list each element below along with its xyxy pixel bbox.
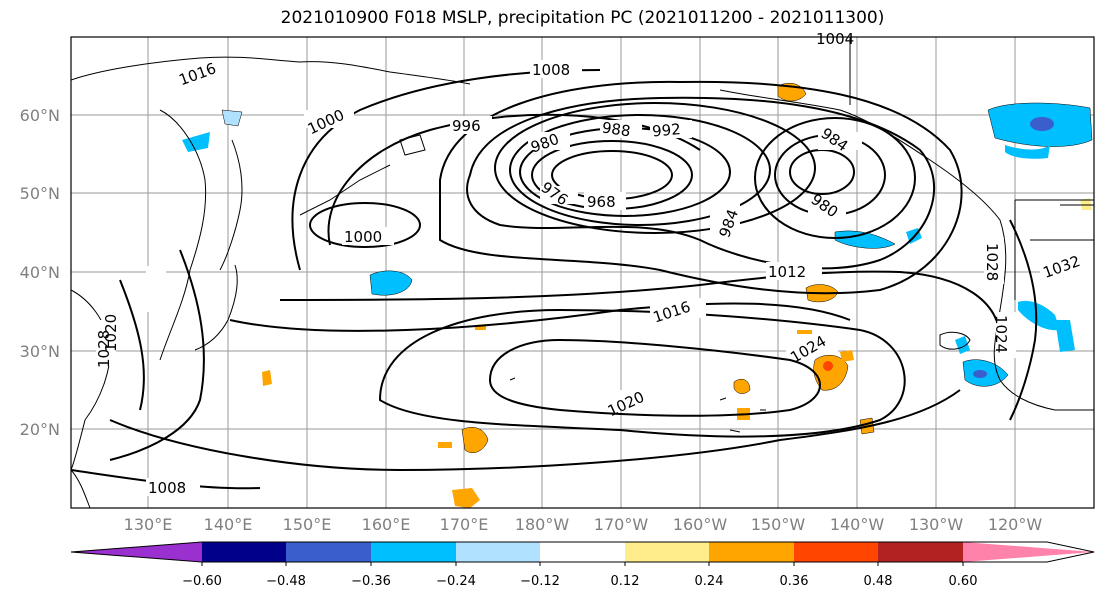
lon-label: 170°E: [440, 515, 489, 534]
colorbar-tick-label: −0.60: [182, 574, 222, 589]
lat-label: 20°N: [20, 420, 60, 439]
contour-label: 1004: [816, 30, 854, 48]
contour-label: 1012: [768, 263, 806, 281]
colorbar-tick-label: −0.36: [351, 574, 391, 589]
contour-label: 1020: [102, 314, 120, 352]
contour-label: 996: [452, 117, 481, 135]
contour-label: 1008: [532, 61, 570, 79]
colorbar-swatch: [878, 542, 963, 562]
contour-label: 1024: [992, 315, 1010, 353]
colorbar-swatch: [794, 542, 878, 562]
lon-label: 140°W: [830, 515, 885, 534]
longitude-labels: 130°E 140°E 150°E 160°E 170°E 180°W 170°…: [124, 515, 1043, 534]
map-frame: [70, 36, 1095, 509]
colorbar-tick-label: 0.60: [949, 574, 978, 589]
contour-label: 1008: [148, 479, 186, 497]
colorbar-tick-label: −0.24: [436, 574, 476, 589]
colorbar-tick-label: 0.24: [695, 574, 724, 589]
colorbar-swatch: [456, 542, 540, 562]
precip-shading: [182, 83, 1093, 508]
lon-label: 130°E: [124, 515, 173, 534]
colorbar-ticks: −0.60 −0.48 −0.36 −0.24 −0.12 0.12 0.24 …: [182, 574, 977, 589]
contour-label: 988: [601, 119, 632, 141]
colorbar-tick-label: −0.12: [520, 574, 560, 589]
contour-label: 1028: [983, 243, 1001, 281]
colorbar-swatch: [963, 542, 1094, 562]
colorbar-swatch: [71, 542, 202, 562]
colorbar: [70, 541, 1095, 566]
lat-label: 60°N: [20, 106, 60, 125]
colorbar-swatch: [625, 542, 709, 562]
contour-label: 992: [651, 120, 681, 140]
lon-label: 170°W: [594, 515, 649, 534]
lon-label: 160°E: [362, 515, 411, 534]
colorbar-swatch: [371, 542, 456, 562]
colorbar-swatch: [202, 542, 286, 562]
lat-label: 40°N: [20, 263, 60, 282]
lon-label: 130°W: [909, 515, 964, 534]
lon-label: 160°W: [673, 515, 728, 534]
colorbar-tick-label: 0.36: [780, 574, 809, 589]
latitude-labels: 60°N 50°N 40°N 30°N 20°N: [20, 106, 60, 439]
lon-label: 180°W: [515, 515, 570, 534]
map-title: 2021010900 F018 MSLP, precipitation PC (…: [280, 8, 885, 28]
lon-label: 150°E: [283, 515, 332, 534]
coastlines: [71, 37, 1094, 508]
contour-label-halos: [96, 60, 1094, 496]
contour-label: 968: [587, 193, 616, 211]
lat-label: 30°N: [20, 342, 60, 361]
colorbar-tick-label: 0.48: [864, 574, 893, 589]
lon-label: 120°W: [988, 515, 1043, 534]
lat-label: 50°N: [20, 184, 60, 203]
lon-label: 140°E: [204, 515, 253, 534]
colorbar-tick-label: −0.48: [266, 574, 306, 589]
colorbar-swatch: [286, 542, 371, 562]
contour-label: 1000: [344, 228, 382, 246]
colorbar-tick-label: 0.12: [611, 574, 640, 589]
colorbar-swatch: [709, 542, 794, 562]
lon-label: 150°W: [751, 515, 806, 534]
colorbar-swatch: [540, 542, 625, 562]
contour-label: 1028: [95, 330, 113, 368]
